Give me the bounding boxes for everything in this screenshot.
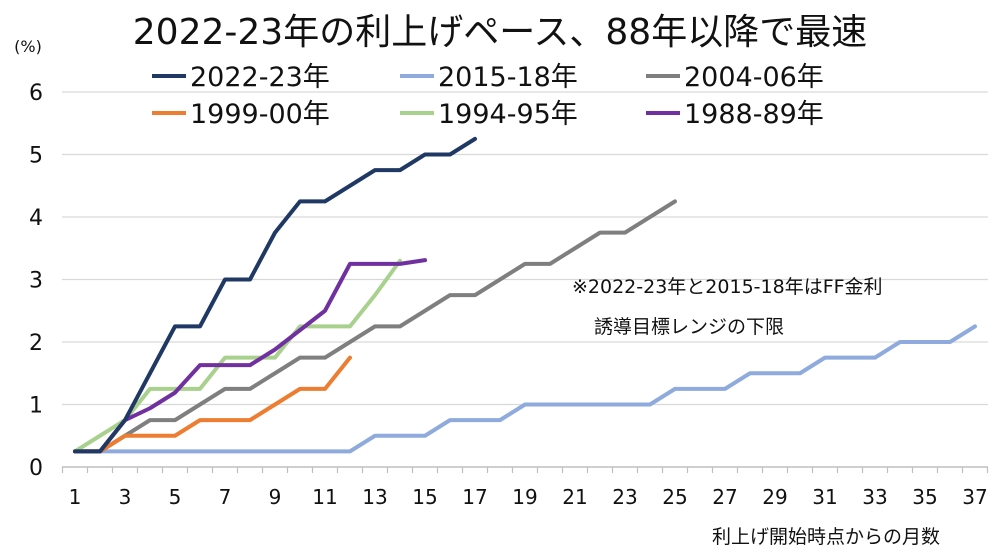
y-axis-unit-label: (%): [14, 37, 42, 56]
y-tick-label: 5: [29, 144, 43, 169]
legend-item: 1994-95年: [400, 99, 578, 130]
series-line-2022-23年: [73, 136, 477, 454]
y-tick-label: 6: [29, 81, 43, 106]
x-tick-label: 31: [812, 485, 837, 509]
legend-label: 1988-89年: [684, 99, 824, 130]
y-tick-label: 3: [29, 269, 43, 294]
legend-item: 2015-18年: [400, 62, 578, 93]
x-tick-label: 15: [412, 485, 437, 509]
legend-label: 1999-00年: [190, 99, 330, 130]
series-line-2015-18年: [73, 324, 977, 454]
gridlines: [62, 91, 988, 406]
legend-item: 1999-00年: [152, 99, 330, 130]
x-tick-label: 29: [762, 485, 787, 509]
x-tick-label: 35: [912, 485, 937, 509]
legend-item: 1988-89年: [646, 99, 824, 130]
x-tick-label: 33: [862, 485, 887, 509]
legend-label: 2015-18年: [438, 62, 578, 93]
y-tick-label: 0: [29, 456, 43, 481]
annotation-line-2: 誘導目標レンジの下限: [594, 316, 784, 338]
legend-item: 2004-06年: [646, 62, 824, 93]
x-tick-label: 37: [962, 485, 987, 509]
series-line-2004-06年: [73, 199, 677, 454]
series-line-1988-89年: [73, 258, 427, 454]
legend-label: 1994-95年: [438, 99, 578, 130]
y-tick-label: 2: [29, 331, 43, 356]
x-tick-label: 11: [312, 485, 337, 509]
annotation-line-1: ※2022-23年と2015-18年はFF金利: [572, 276, 883, 298]
x-axis: 1 3 5 7 9 11 13 15 17 19 21 23 25 27 29 31 33 35 37: [61, 466, 989, 509]
x-tick-label: 25: [662, 485, 687, 509]
x-tick-label: 9: [269, 485, 282, 509]
series-lines: [73, 136, 977, 454]
x-tick-label: 7: [219, 485, 232, 509]
x-tick-label: 1: [69, 485, 82, 509]
x-tick-label: 27: [712, 485, 737, 509]
x-tick-label: 19: [512, 485, 537, 509]
y-tick-label: 1: [29, 394, 43, 419]
x-tick-label: 21: [562, 485, 587, 509]
y-tick-labels: 0 1 2 3 4 5 6: [29, 81, 43, 481]
y-tick-label: 4: [29, 206, 43, 231]
legend-label: 2022-23年: [190, 62, 330, 93]
legend: 2022-23年 2015-18年 2004-06年 1999-00年 1994-95年…: [152, 62, 824, 130]
x-tick-label: 3: [119, 485, 132, 509]
series-line-1999-00年: [73, 355, 352, 454]
x-tick-label: 5: [169, 485, 182, 509]
x-tick-label: 23: [612, 485, 637, 509]
x-tick-label: 13: [362, 485, 387, 509]
x-tick-label: 17: [462, 485, 487, 509]
chart-title: 2022-23年の利上げペース、88年以降で最速: [133, 12, 867, 53]
legend-label: 2004-06年: [684, 62, 824, 93]
legend-item: 2022-23年: [152, 62, 330, 93]
x-axis-label: 利上げ開始時点からの月数: [712, 526, 940, 548]
